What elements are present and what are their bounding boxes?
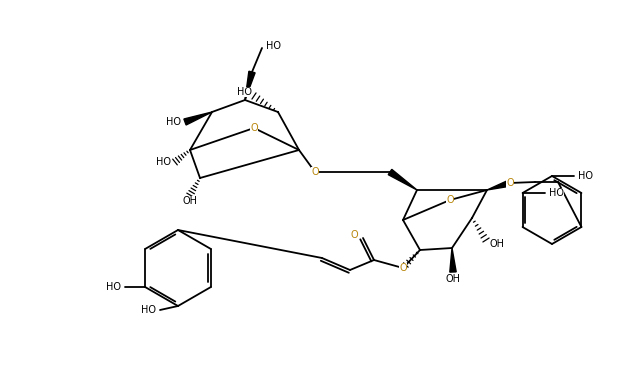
Text: O: O — [506, 178, 514, 188]
Text: HO: HO — [237, 87, 252, 97]
Text: HO: HO — [106, 282, 121, 292]
Text: O: O — [350, 230, 358, 240]
Polygon shape — [388, 170, 417, 190]
Text: OH: OH — [445, 274, 460, 284]
Text: O: O — [446, 195, 454, 205]
Polygon shape — [450, 248, 456, 272]
Text: HO: HO — [549, 188, 564, 198]
Text: HO: HO — [578, 171, 593, 181]
Text: HO: HO — [141, 305, 156, 315]
Polygon shape — [487, 180, 511, 190]
Text: O: O — [399, 263, 407, 273]
Polygon shape — [184, 112, 212, 125]
Text: OH: OH — [183, 196, 197, 206]
Text: OH: OH — [489, 239, 504, 249]
Text: O: O — [311, 167, 319, 177]
Text: HO: HO — [166, 117, 181, 127]
Text: O: O — [250, 123, 258, 133]
Text: HO: HO — [266, 41, 281, 51]
Text: HO: HO — [156, 157, 171, 167]
Polygon shape — [245, 71, 255, 100]
